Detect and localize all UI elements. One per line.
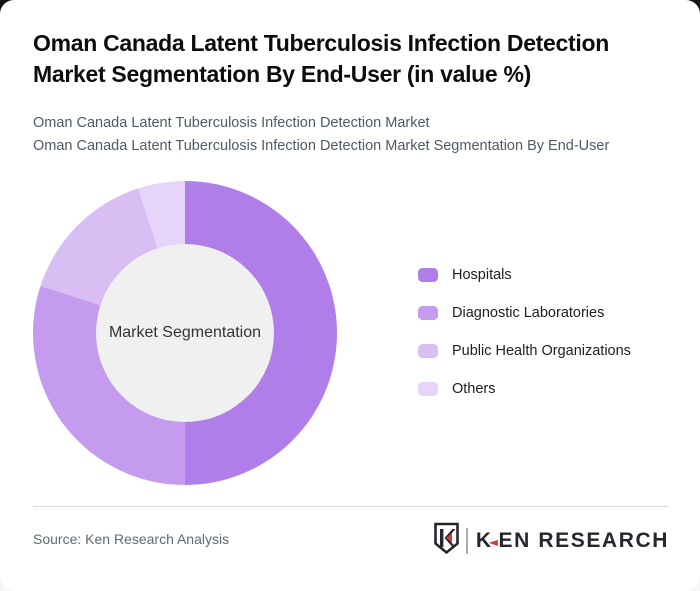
subtitle-line-2: Oman Canada Latent Tuberculosis Infectio… (33, 137, 610, 154)
donut-center-label: Market Segmentation (108, 324, 262, 341)
legend-item-hospitals: Hospitals (418, 265, 631, 285)
legend-swatch-hospitals (418, 268, 438, 282)
logo-divider (465, 528, 468, 554)
page-title: Oman Canada Latent Tuberculosis Infectio… (33, 30, 609, 87)
legend-label: Public Health Organizations (452, 343, 631, 359)
logo-k-arrow-icon: ◄ (488, 534, 500, 549)
chart-legend: Hospitals Diagnostic Laboratories Public… (418, 265, 631, 417)
logo-wordmark: K ◄ EN RESEARCH (476, 529, 669, 553)
ken-research-shield-icon (433, 522, 460, 560)
legend-item-diagnostic-laboratories: Diagnostic Laboratories (418, 303, 631, 323)
legend-swatch-diagnostic-laboratories (418, 306, 438, 320)
legend-label: Diagnostic Laboratories (452, 305, 605, 321)
chart-subtitle: Oman Canada Latent Tuberculosis Infectio… (33, 112, 685, 157)
subtitle-line-1: Oman Canada Latent Tuberculosis Infectio… (33, 115, 430, 131)
donut-chart: Market Segmentation (33, 181, 337, 485)
footer-divider (33, 506, 668, 507)
logo-letter-k: K (475, 529, 493, 552)
donut-center: Market Segmentation (96, 244, 274, 422)
logo-wordmark-rest: EN RESEARCH (498, 529, 669, 552)
source-note: Source: Ken Research Analysis (33, 531, 230, 547)
legend-item-others: Others (418, 379, 631, 399)
legend-label: Others (452, 381, 496, 397)
ken-research-logo: K ◄ EN RESEARCH (433, 522, 669, 560)
legend-item-public-health-organizations: Public Health Organizations (418, 341, 631, 361)
legend-swatch-others (418, 382, 438, 396)
legend-label: Hospitals (452, 267, 512, 283)
legend-swatch-public-health-organizations (418, 344, 438, 358)
